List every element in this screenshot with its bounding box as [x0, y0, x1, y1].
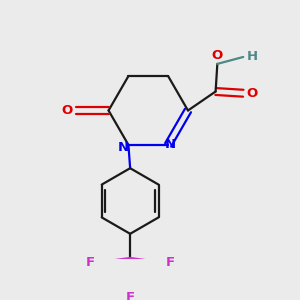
- Text: N: N: [118, 141, 129, 154]
- Text: F: F: [126, 291, 135, 300]
- Text: O: O: [246, 87, 257, 100]
- Text: N: N: [165, 138, 176, 152]
- Text: O: O: [61, 104, 73, 117]
- Text: F: F: [86, 256, 95, 269]
- Text: H: H: [246, 50, 257, 64]
- Text: F: F: [165, 256, 174, 269]
- Text: O: O: [212, 49, 223, 62]
